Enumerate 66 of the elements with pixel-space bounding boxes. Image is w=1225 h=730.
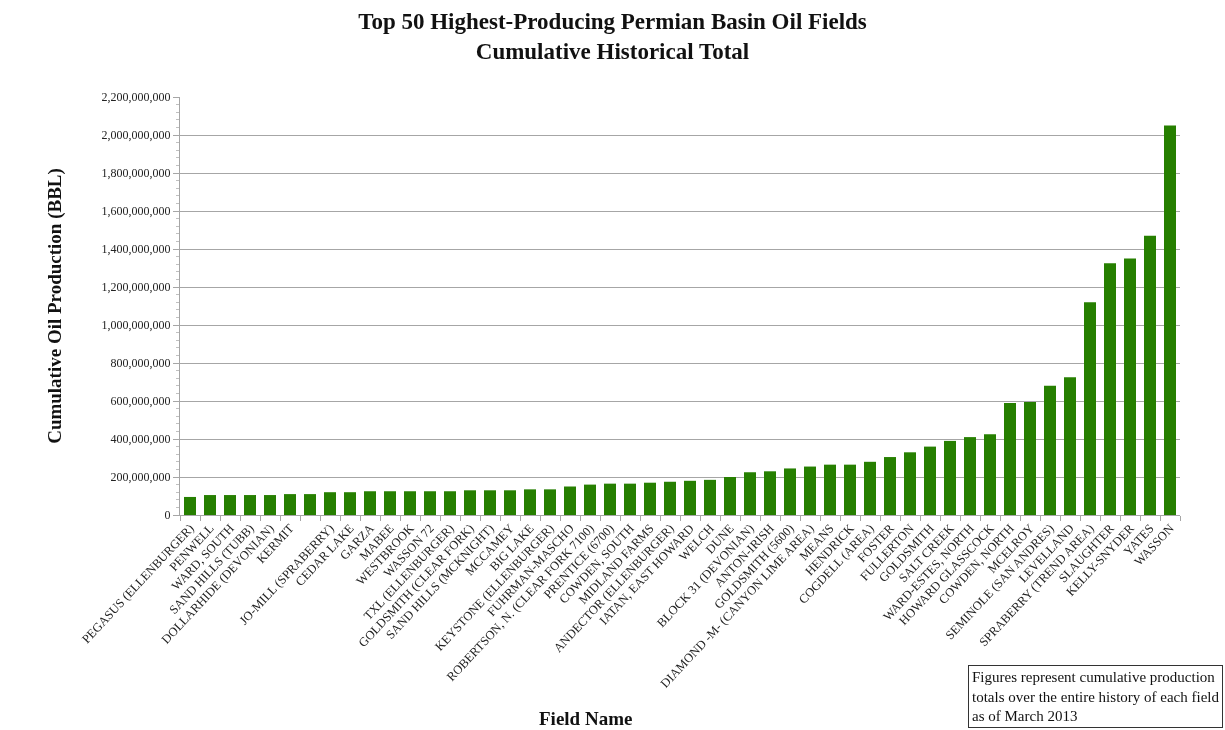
bar [1044, 385, 1056, 515]
bar [284, 494, 296, 515]
bar [484, 490, 496, 515]
bar [684, 480, 696, 515]
bar [1004, 402, 1016, 515]
bar [1104, 263, 1116, 515]
y-tick-label: 0 [164, 508, 171, 523]
bar [844, 464, 856, 515]
bar [444, 491, 456, 515]
bar [624, 483, 636, 515]
bar [804, 466, 816, 515]
bar [184, 496, 196, 515]
bar [864, 461, 876, 515]
bar [964, 437, 976, 515]
y-tick-label: 1,000,000,000 [101, 318, 171, 333]
bar [744, 472, 756, 515]
y-tick-label: 2,000,000,000 [101, 128, 171, 143]
chart-title: Top 50 Highest-Producing Permian Basin Oil Fields Cumulative Historical Total [358, 9, 867, 65]
bar [924, 446, 936, 515]
bar [984, 434, 996, 515]
y-tick-label: 1,400,000,000 [101, 242, 171, 257]
bar [304, 494, 316, 515]
bar [824, 464, 836, 515]
bar [204, 495, 216, 515]
bar [664, 481, 676, 515]
bar [364, 491, 376, 515]
bar [224, 495, 236, 515]
y-tick-label: 400,000,000 [110, 432, 171, 447]
bar [264, 495, 276, 515]
x-axis-title: Field Name [539, 708, 633, 729]
bar [424, 491, 436, 515]
bar [764, 471, 776, 515]
bar [1024, 401, 1036, 515]
bar [1164, 125, 1176, 515]
bar [944, 440, 956, 515]
text: Figures represent cumulative production totals over the entire history of each field as of March 2013 [972, 669, 1220, 724]
y-axis-title: Cumulative Oil Production (BBL) [44, 168, 67, 444]
y-tick-label: 2,200,000,000 [101, 90, 171, 105]
bar [904, 452, 916, 515]
bar [1124, 258, 1136, 515]
y-tick-label: 1,600,000,000 [101, 204, 171, 219]
bar [404, 491, 416, 515]
y-tick-label: 1,800,000,000 [101, 166, 171, 181]
y-tick-label: 600,000,000 [110, 394, 171, 409]
bar [724, 477, 736, 515]
bar [1084, 302, 1096, 515]
bar [324, 492, 336, 515]
bar [504, 490, 516, 515]
bar [884, 457, 896, 515]
bar [644, 482, 656, 515]
bar [1064, 377, 1076, 515]
bar [584, 484, 596, 515]
bar [244, 495, 256, 515]
y-tick-label: 1,200,000,000 [101, 280, 171, 295]
bar [704, 479, 716, 515]
bar [344, 492, 356, 515]
bar [464, 490, 476, 515]
bar [564, 486, 576, 515]
bar [784, 468, 796, 515]
bar [524, 489, 536, 515]
bar [1144, 235, 1156, 515]
y-tick-label: 200,000,000 [110, 470, 171, 485]
bar [384, 491, 396, 515]
bar [544, 489, 556, 515]
y-tick-label: 800,000,000 [110, 356, 171, 371]
bar [604, 483, 616, 515]
